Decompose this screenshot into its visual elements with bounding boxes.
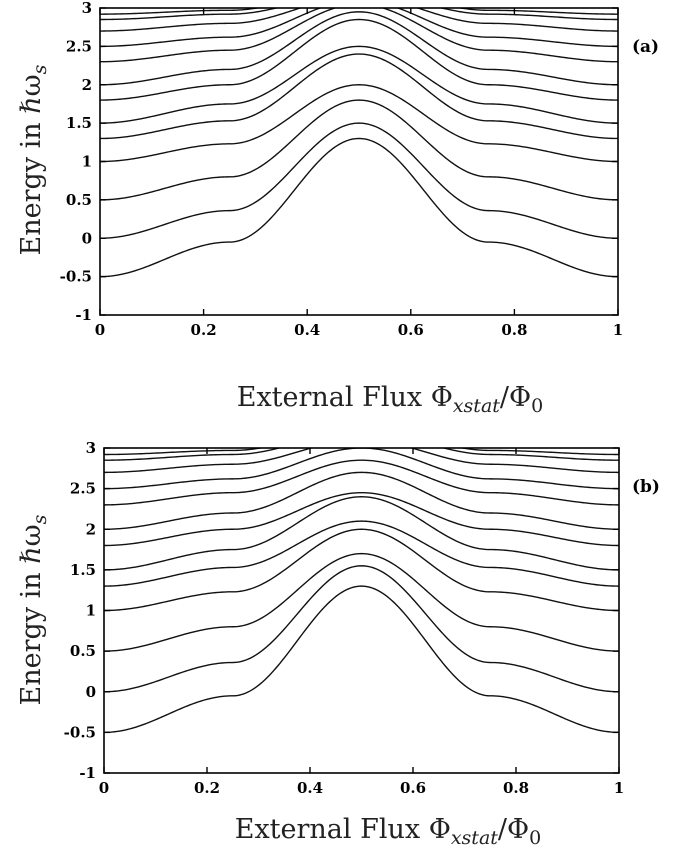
y-tick-label: 0 xyxy=(82,229,92,247)
energy-level-curve xyxy=(100,8,618,63)
panel-b-x-axis-label: External Flux Φxstat/Φ0 xyxy=(235,814,542,849)
energy-level-curve xyxy=(104,528,619,612)
x-tick-label: 0.8 xyxy=(501,321,527,339)
energy-level-curve xyxy=(104,448,619,490)
y-tick-label: 2 xyxy=(82,76,92,94)
y-tick-label: 1 xyxy=(86,602,96,620)
panel-b: -1 -0.5 0 0.5 1 1.5 2 2.5 3 0 0.2 0.4 0.6 0.8 1 (b) E… xyxy=(16,439,660,849)
x-tick-label: 0.2 xyxy=(194,779,220,797)
energy-level-curve xyxy=(104,448,619,461)
panel-b-x-axis: 0 0.2 0.4 0.6 0.8 1 xyxy=(99,448,624,797)
x-tick-label: 1 xyxy=(613,321,623,339)
energy-level-curve xyxy=(104,496,619,571)
x-tick-label: 0.4 xyxy=(297,779,323,797)
panel-a-y-axis-label: Energy in ℏωs xyxy=(16,64,51,255)
y-tick-label: 2 xyxy=(86,520,96,538)
energy-level-curve xyxy=(104,565,619,693)
x-tick-label: 0 xyxy=(99,779,109,797)
y-tick-label: 3 xyxy=(86,439,96,457)
y-tick-label: 2.5 xyxy=(66,37,92,55)
energy-level-curve xyxy=(100,122,618,239)
panel-b-y-axis: -1 -0.5 0 0.5 1 1.5 2 2.5 3 xyxy=(64,439,619,782)
panel-b-curves xyxy=(104,448,619,734)
x-tick-label: 0.4 xyxy=(294,321,320,339)
x-tick-label: 0.8 xyxy=(503,779,529,797)
energy-level-curve xyxy=(104,491,619,547)
energy-level-curve xyxy=(104,448,619,456)
energy-level-curve xyxy=(104,448,619,474)
energy-level-curve xyxy=(100,53,618,140)
y-tick-label: 0.5 xyxy=(70,642,96,660)
x-tick-label: 0.6 xyxy=(400,779,426,797)
panel-a-x-axis-label: External Flux Φxstat/Φ0 xyxy=(237,382,544,417)
panel-a-x-axis: 0 0.2 0.4 0.6 0.8 1 xyxy=(95,8,623,339)
energy-level-curve xyxy=(100,8,618,15)
y-tick-label: 1 xyxy=(82,153,92,171)
y-tick-label: -0.5 xyxy=(64,723,96,741)
panel-b-y-axis-label: Energy in ℏωs xyxy=(16,514,51,705)
y-tick-label: 0.5 xyxy=(66,191,92,209)
energy-level-curve xyxy=(100,18,618,101)
x-tick-label: 1 xyxy=(614,779,624,797)
energy-level-curve xyxy=(100,8,618,48)
energy-level-curve xyxy=(104,552,619,652)
y-tick-label: -1 xyxy=(79,764,96,782)
energy-level-curve xyxy=(100,99,618,201)
y-tick-label: 2.5 xyxy=(70,480,96,498)
y-tick-label: 1.5 xyxy=(66,114,92,132)
y-tick-label: -1 xyxy=(75,306,92,324)
panel-a-curves xyxy=(100,8,618,278)
y-tick-label: 1.5 xyxy=(70,561,96,579)
x-tick-label: 0.6 xyxy=(398,321,424,339)
y-tick-label: 3 xyxy=(82,0,92,17)
panel-a-y-axis: -1 -0.5 0 0.5 1 1.5 2 2.5 3 xyxy=(60,0,618,324)
y-tick-label: 0 xyxy=(86,683,96,701)
panel-a: -1 -0.5 0 0.5 1 1.5 2 2.5 3 0 0.2 0.4 0.6 0.8 1 (a) E… xyxy=(16,0,659,417)
energy-level-curve xyxy=(104,459,619,506)
panel-a-tag: (a) xyxy=(632,37,659,57)
panel-b-tag: (b) xyxy=(632,477,660,497)
energy-level-curve xyxy=(104,471,619,530)
energy-level-curve xyxy=(100,8,618,32)
x-tick-label: 0 xyxy=(95,321,105,339)
energy-level-curve xyxy=(100,11,618,86)
y-tick-label: -0.5 xyxy=(60,268,92,286)
energy-level-curve xyxy=(100,84,618,163)
energy-level-curve xyxy=(104,520,619,587)
energy-level-curve xyxy=(100,8,618,21)
energy-level-curve xyxy=(100,45,618,124)
energy-level-curve xyxy=(100,137,618,278)
x-tick-label: 0.2 xyxy=(191,321,217,339)
energy-level-curve xyxy=(104,585,619,734)
